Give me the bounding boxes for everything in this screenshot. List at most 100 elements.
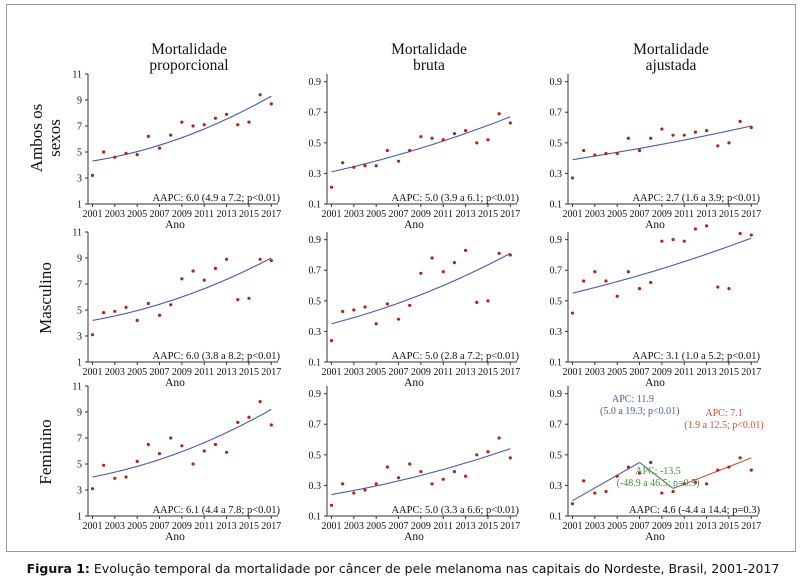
data-point bbox=[637, 471, 642, 475]
data-point bbox=[269, 259, 273, 263]
data-point bbox=[341, 309, 345, 314]
data-point bbox=[202, 278, 206, 282]
data-point bbox=[385, 465, 389, 469]
data-point bbox=[341, 161, 345, 165]
x-tick-label: 2015 bbox=[239, 209, 259, 220]
data-point bbox=[329, 185, 334, 189]
data-point bbox=[593, 270, 597, 274]
x-tick-label: 2015 bbox=[239, 367, 259, 378]
x-tick-label: 2013 bbox=[697, 367, 717, 378]
y-tick-label: 3 bbox=[77, 174, 82, 185]
x-tick-label: 2007 bbox=[630, 209, 650, 220]
data-point bbox=[671, 489, 675, 494]
y-tick-label: 9 bbox=[77, 96, 82, 107]
x-tick-label: 2001 bbox=[321, 367, 341, 378]
x-tick-label: 2017 bbox=[261, 209, 281, 220]
apc-label-line1: APC: 7.1 bbox=[705, 408, 742, 419]
aapc-annotation: AAPC: 5.0 (3.9 a 6.1; p<0.01) bbox=[391, 193, 519, 204]
x-tick-label: 2015 bbox=[719, 209, 739, 220]
y-tick-label: 0.3 bbox=[550, 169, 563, 180]
x-tick-label: 2003 bbox=[585, 521, 605, 532]
data-point bbox=[236, 123, 240, 127]
x-tick-label: 2001 bbox=[321, 209, 341, 220]
data-point bbox=[102, 463, 106, 467]
data-point bbox=[430, 482, 434, 486]
data-point bbox=[508, 253, 512, 257]
data-point bbox=[738, 231, 742, 236]
data-point bbox=[671, 133, 675, 137]
data-point bbox=[213, 442, 218, 447]
y-tick-label: 0.5 bbox=[309, 450, 322, 461]
data-point bbox=[236, 298, 240, 302]
caption-label: Figura 1: bbox=[26, 561, 90, 576]
data-point bbox=[202, 123, 206, 127]
column-title-line1: Mortalidade bbox=[391, 41, 467, 58]
x-tick-label: 2001 bbox=[562, 209, 582, 220]
data-point bbox=[113, 309, 117, 313]
data-point bbox=[716, 285, 720, 289]
trend-line bbox=[572, 125, 752, 161]
y-tick-label: 0.1 bbox=[550, 200, 563, 211]
data-point bbox=[352, 491, 356, 495]
x-tick-label: 2009 bbox=[411, 521, 431, 532]
data-point bbox=[452, 470, 457, 474]
column-title-ajustada: Mortalidade ajustada bbox=[576, 42, 766, 74]
y-tick-label: 0.5 bbox=[550, 450, 563, 461]
trend-line bbox=[92, 408, 272, 478]
data-point bbox=[475, 141, 479, 145]
data-point bbox=[224, 257, 229, 261]
data-point bbox=[374, 482, 378, 486]
data-point bbox=[671, 238, 675, 242]
data-point bbox=[615, 474, 619, 478]
x-tick-label: 2005 bbox=[127, 521, 147, 532]
x-tick-label: 2013 bbox=[456, 521, 476, 532]
data-point bbox=[135, 318, 139, 322]
y-tick-label: 0.5 bbox=[550, 138, 563, 149]
y-tick-label: 0.3 bbox=[550, 327, 563, 338]
x-axis-title: Ano bbox=[165, 531, 185, 543]
x-tick-label: 2005 bbox=[607, 209, 627, 220]
trend-line bbox=[331, 116, 511, 173]
x-tick-label: 2015 bbox=[478, 367, 498, 378]
y-tick-label: 0.7 bbox=[550, 420, 563, 431]
data-point bbox=[135, 153, 139, 157]
data-point bbox=[180, 120, 184, 124]
x-tick-label: 2003 bbox=[585, 209, 605, 220]
x-axis-title: Ano bbox=[645, 531, 665, 543]
data-point bbox=[124, 151, 128, 155]
column-title-bruta: Mortalidade bruta bbox=[334, 42, 524, 74]
x-tick-label: 2007 bbox=[630, 367, 650, 378]
data-point bbox=[497, 112, 501, 116]
apc-label-line2: (-48.9 a 46.5; p=0.5) bbox=[617, 478, 700, 489]
data-point bbox=[269, 423, 273, 427]
y-tick-label: 0.1 bbox=[550, 358, 563, 369]
data-point bbox=[486, 138, 490, 142]
x-tick-label: 2011 bbox=[433, 209, 453, 220]
data-point bbox=[169, 133, 173, 137]
data-point bbox=[749, 233, 753, 237]
x-tick-label: 2013 bbox=[697, 521, 717, 532]
x-tick-label: 2009 bbox=[172, 521, 192, 532]
column-title-line2: proporcional bbox=[149, 57, 229, 74]
y-tick-label: 7 bbox=[77, 122, 82, 133]
x-tick-label: 2007 bbox=[150, 521, 170, 532]
data-point bbox=[363, 488, 367, 492]
y-tick-label: 0.5 bbox=[550, 296, 563, 307]
x-tick-label: 2009 bbox=[652, 521, 672, 532]
x-tick-label: 2011 bbox=[194, 521, 214, 532]
y-tick-label: 0.9 bbox=[550, 235, 563, 246]
data-point bbox=[247, 296, 251, 300]
y-tick-label: 0.1 bbox=[309, 512, 322, 523]
aapc-annotation: AAPC: 6.1 (4.4 a 7.8; p<0.01) bbox=[152, 505, 280, 516]
x-axis-title: Ano bbox=[645, 377, 665, 389]
data-point bbox=[660, 127, 664, 131]
x-tick-label: 2017 bbox=[500, 209, 520, 220]
data-point bbox=[704, 128, 709, 133]
y-tick-label: 0.7 bbox=[550, 108, 563, 119]
data-point bbox=[486, 299, 490, 303]
x-tick-label: 2009 bbox=[411, 209, 431, 220]
x-tick-label: 2011 bbox=[674, 521, 694, 532]
